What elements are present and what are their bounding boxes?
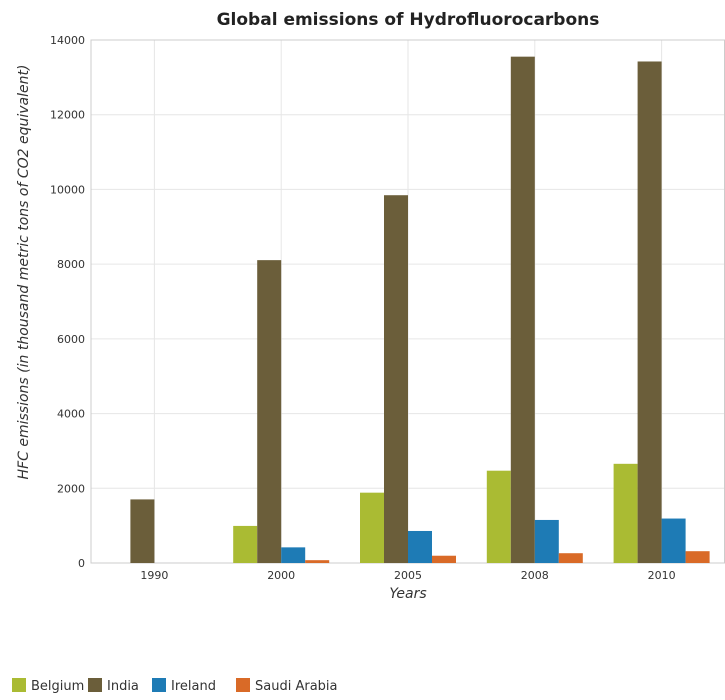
x-tick-label: 2005 [394, 569, 422, 582]
y-tick-label: 10000 [50, 183, 85, 196]
bar-ireland-2000 [281, 547, 306, 563]
bar-ireland-2008 [534, 519, 559, 563]
bar-india-2000 [257, 260, 282, 563]
legend-label: India [107, 679, 139, 694]
y-tick-label: 8000 [57, 258, 85, 271]
x-tick-labels: 1990 2000 2005 2008 2010 [140, 569, 675, 582]
legend-label: Ireland [171, 679, 216, 694]
legend-label: Saudi Arabia [255, 679, 338, 694]
bar-belgium-2000 [233, 525, 258, 563]
legend-label: Belgium [31, 679, 84, 694]
legend-item-india: India [88, 678, 139, 694]
y-tick-label: 0 [78, 557, 85, 570]
legend-item-belgium: Belgium [12, 678, 84, 694]
x-tick-label: 1990 [140, 569, 168, 582]
bars-layer [106, 56, 710, 564]
bar-india-2005 [384, 195, 408, 563]
y-tick-label: 12000 [50, 109, 85, 122]
bar-saudi-arabia-2005 [432, 555, 456, 563]
legend: Belgium India Ireland Saudi Arabia [12, 678, 338, 694]
bar-belgium-2008 [486, 470, 511, 563]
x-tick-label: 2010 [648, 569, 676, 582]
legend-swatch [88, 678, 102, 692]
y-tick-label: 6000 [57, 333, 85, 346]
bar-india-1990 [130, 499, 155, 563]
bar-india-2008 [510, 56, 535, 564]
bar-india-2010 [637, 61, 662, 564]
legend-swatch [236, 678, 250, 692]
bar-ireland-2010 [661, 518, 686, 563]
y-tick-label: 14000 [50, 34, 85, 47]
bar-saudi-arabia-2000 [305, 560, 330, 563]
y-tick-label: 2000 [57, 482, 85, 495]
legend-item-ireland: Ireland [152, 678, 216, 694]
bar-belgium-2005 [360, 492, 384, 563]
x-axis-label: Years [389, 586, 426, 602]
x-tick-label: 2000 [267, 569, 295, 582]
bar-saudi-arabia-2008 [558, 553, 583, 563]
y-tick-label: 4000 [57, 408, 85, 421]
bar-ireland-2005 [408, 530, 432, 563]
bar-belgium-2010 [613, 463, 638, 563]
bar-saudi-arabia-2010 [685, 551, 710, 563]
legend-swatch [12, 678, 26, 692]
chart-title: Global emissions of Hydrofluorocarbons [217, 10, 600, 30]
y-axis-label: HFC emissions (in thousand metric tons o… [16, 65, 32, 480]
y-tick-labels: 0 2000 4000 6000 8000 10000 12000 14000 [50, 34, 85, 570]
x-tick-label: 2008 [521, 569, 549, 582]
legend-swatch [152, 678, 166, 692]
legend-item-saudi-arabia: Saudi Arabia [236, 678, 338, 694]
